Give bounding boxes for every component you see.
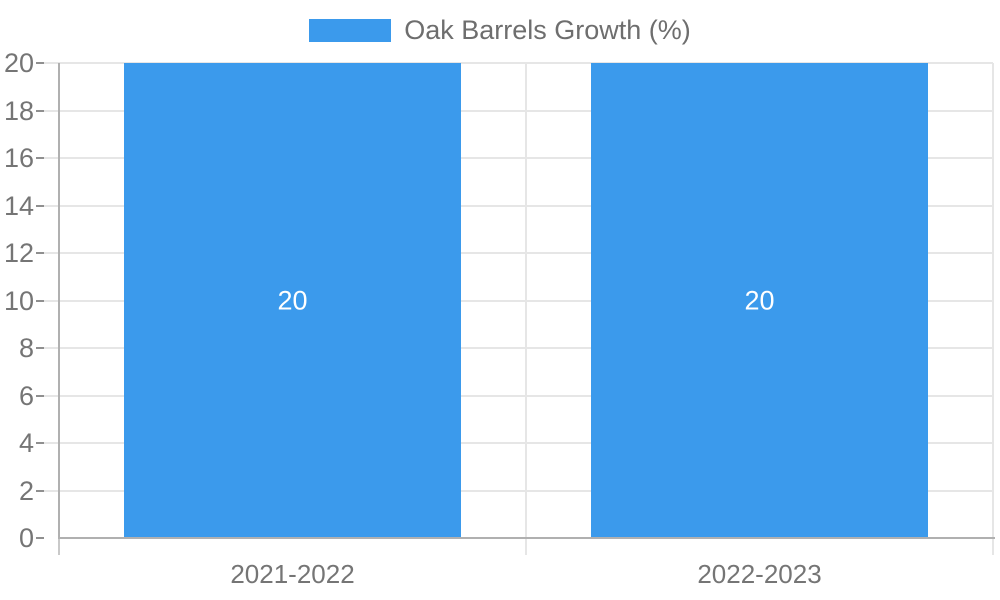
chart-legend: Oak Barrels Growth (%) bbox=[0, 14, 1000, 45]
gridline bbox=[44, 62, 993, 64]
category-separator-gridline bbox=[525, 63, 527, 538]
bar-value-label: 20 bbox=[744, 285, 775, 315]
y-axis-tick-label: 16 bbox=[3, 143, 34, 173]
gridline bbox=[44, 347, 993, 349]
y-axis-tick bbox=[36, 109, 44, 112]
y-axis-tick-label: 14 bbox=[3, 190, 34, 221]
y-axis-tick bbox=[36, 252, 44, 254]
x-axis-line bbox=[58, 537, 995, 539]
x-axis-tick bbox=[992, 538, 994, 555]
y-axis-tick bbox=[36, 204, 44, 207]
x-axis-tick bbox=[525, 538, 527, 555]
y-axis-tick bbox=[36, 537, 44, 539]
y-axis-stub bbox=[58, 538, 60, 555]
y-axis-tick-label: 12 bbox=[3, 238, 34, 268]
y-axis-tick-label: 8 bbox=[18, 333, 34, 363]
gridline bbox=[44, 109, 993, 112]
gridline bbox=[44, 204, 993, 207]
y-axis-tick bbox=[36, 157, 44, 159]
gridline bbox=[44, 489, 993, 492]
bar[interactable] bbox=[124, 63, 461, 537]
y-axis-tick bbox=[36, 442, 44, 444]
gridline bbox=[44, 157, 993, 159]
y-axis-tick-label: 10 bbox=[3, 285, 34, 316]
plot-right-gridline bbox=[992, 63, 994, 538]
gridline bbox=[44, 394, 993, 397]
y-axis-tick-label: 6 bbox=[18, 380, 34, 411]
y-axis-tick-label: 18 bbox=[3, 95, 34, 126]
legend-label: Oak Barrels Growth (%) bbox=[404, 14, 691, 45]
bar[interactable] bbox=[591, 63, 928, 537]
legend-swatch bbox=[309, 18, 392, 42]
y-axis-line bbox=[58, 63, 60, 538]
y-axis-tick bbox=[36, 394, 44, 397]
y-axis-tick-label: 2 bbox=[18, 475, 34, 506]
y-axis-tick bbox=[36, 489, 44, 492]
y-axis-tick bbox=[36, 347, 44, 349]
x-axis-category-label: 2022-2023 bbox=[697, 559, 822, 589]
y-axis-tick-label: 4 bbox=[18, 428, 34, 458]
y-axis-tick bbox=[36, 299, 44, 302]
y-axis-tick-label: 0 bbox=[18, 523, 34, 553]
gridline bbox=[44, 442, 993, 444]
gridline bbox=[44, 299, 993, 302]
y-axis-tick-label: 20 bbox=[3, 48, 34, 78]
bar-value-label: 20 bbox=[277, 285, 308, 315]
y-axis-tick bbox=[36, 62, 44, 64]
gridline bbox=[44, 252, 993, 254]
x-axis-category-label: 2021-2022 bbox=[230, 559, 355, 589]
